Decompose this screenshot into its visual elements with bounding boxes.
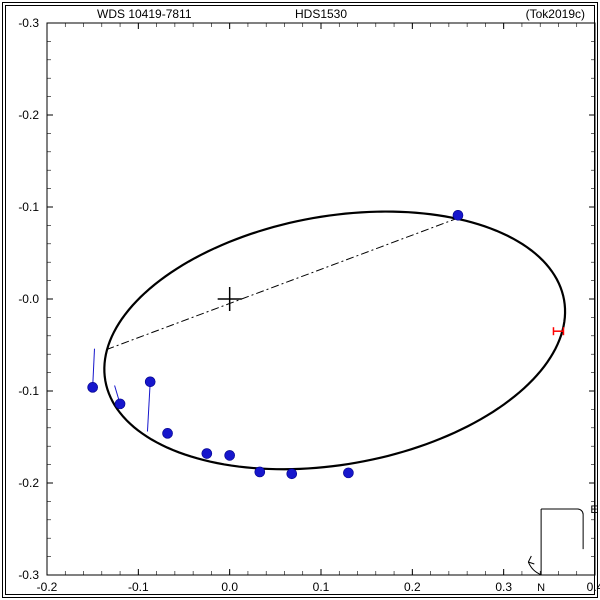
svg-text:-0.1: -0.1 (128, 580, 149, 594)
title-center: HDS1530 (295, 7, 347, 21)
svg-text:-0.1: -0.1 (18, 200, 39, 214)
svg-text:0.0: 0.0 (221, 580, 238, 594)
orbit-ellipse (104, 212, 565, 470)
svg-text:-0.3: -0.3 (18, 16, 39, 30)
orbit-plot: WDS 10419-7811 HDS1530 (Tok2019c) -0.2 -0.1 0… (0, 0, 600, 600)
svg-text:0.4: 0.4 (587, 580, 600, 594)
svg-text:-0.2: -0.2 (18, 476, 39, 490)
title-left: WDS 10419-7811 (97, 7, 192, 21)
observation-point (88, 382, 98, 392)
svg-text:0.1: 0.1 (313, 580, 330, 594)
svg-text:0.2: 0.2 (404, 580, 421, 594)
observation-point (115, 399, 125, 409)
observation-point (287, 469, 297, 479)
observation-point (343, 468, 353, 478)
observation-point (255, 467, 265, 477)
plot-frame (47, 23, 595, 575)
svg-text:0.3: 0.3 (495, 580, 512, 594)
observation-point (163, 428, 173, 438)
svg-text:-0.3: -0.3 (18, 568, 39, 582)
observation-point (225, 450, 235, 460)
observation-point (453, 210, 463, 220)
line-of-nodes (106, 218, 458, 350)
svg-text:-0.0: -0.0 (18, 292, 39, 306)
svg-text:N: N (537, 582, 545, 594)
svg-text:-0.2: -0.2 (37, 580, 58, 594)
svg-text:E: E (590, 504, 597, 516)
observation-point (145, 377, 155, 387)
svg-text:-0.2: -0.2 (18, 108, 39, 122)
title-right: (Tok2019c) (526, 7, 585, 21)
svg-text:-0.1: -0.1 (18, 384, 39, 398)
observation-point (202, 449, 212, 459)
